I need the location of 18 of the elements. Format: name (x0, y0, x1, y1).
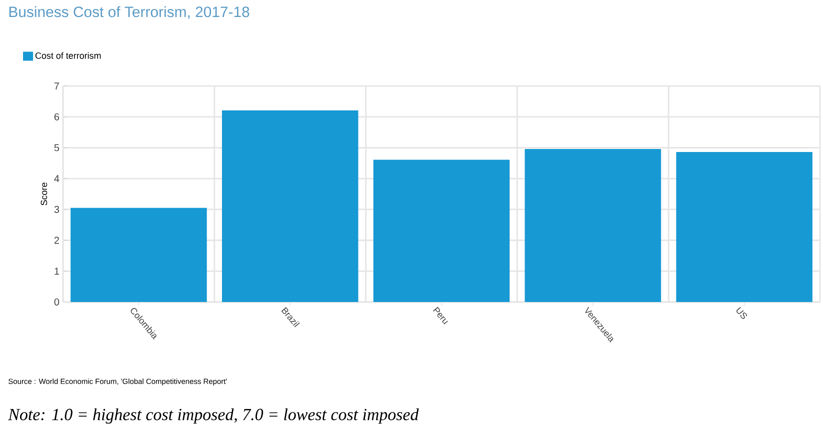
y-tick-label: 7 (54, 82, 59, 90)
chart-title: Business Cost of Terrorism, 2017-18 (9, 6, 250, 19)
y-axis-title: Score (40, 182, 48, 206)
bar (70, 208, 207, 302)
y-tick-label: 5 (54, 144, 60, 152)
y-tick-label: 4 (54, 175, 60, 182)
bar (222, 110, 358, 302)
legend-label: Cost of terrorism (35, 52, 101, 59)
y-tick-label: 6 (54, 113, 60, 120)
x-tick-label: US (736, 306, 747, 319)
bar (524, 148, 662, 302)
y-tick-label: 1 (54, 268, 60, 275)
y-tick-label: 3 (54, 206, 60, 213)
bar (373, 160, 510, 302)
bar (676, 152, 812, 302)
y-tick-label: 2 (54, 236, 59, 244)
y-tick-label: 0 (54, 298, 60, 306)
text: Note: 1.0 = highest cost imposed, 7.0 = lowest cost imposed (8, 408, 419, 424)
